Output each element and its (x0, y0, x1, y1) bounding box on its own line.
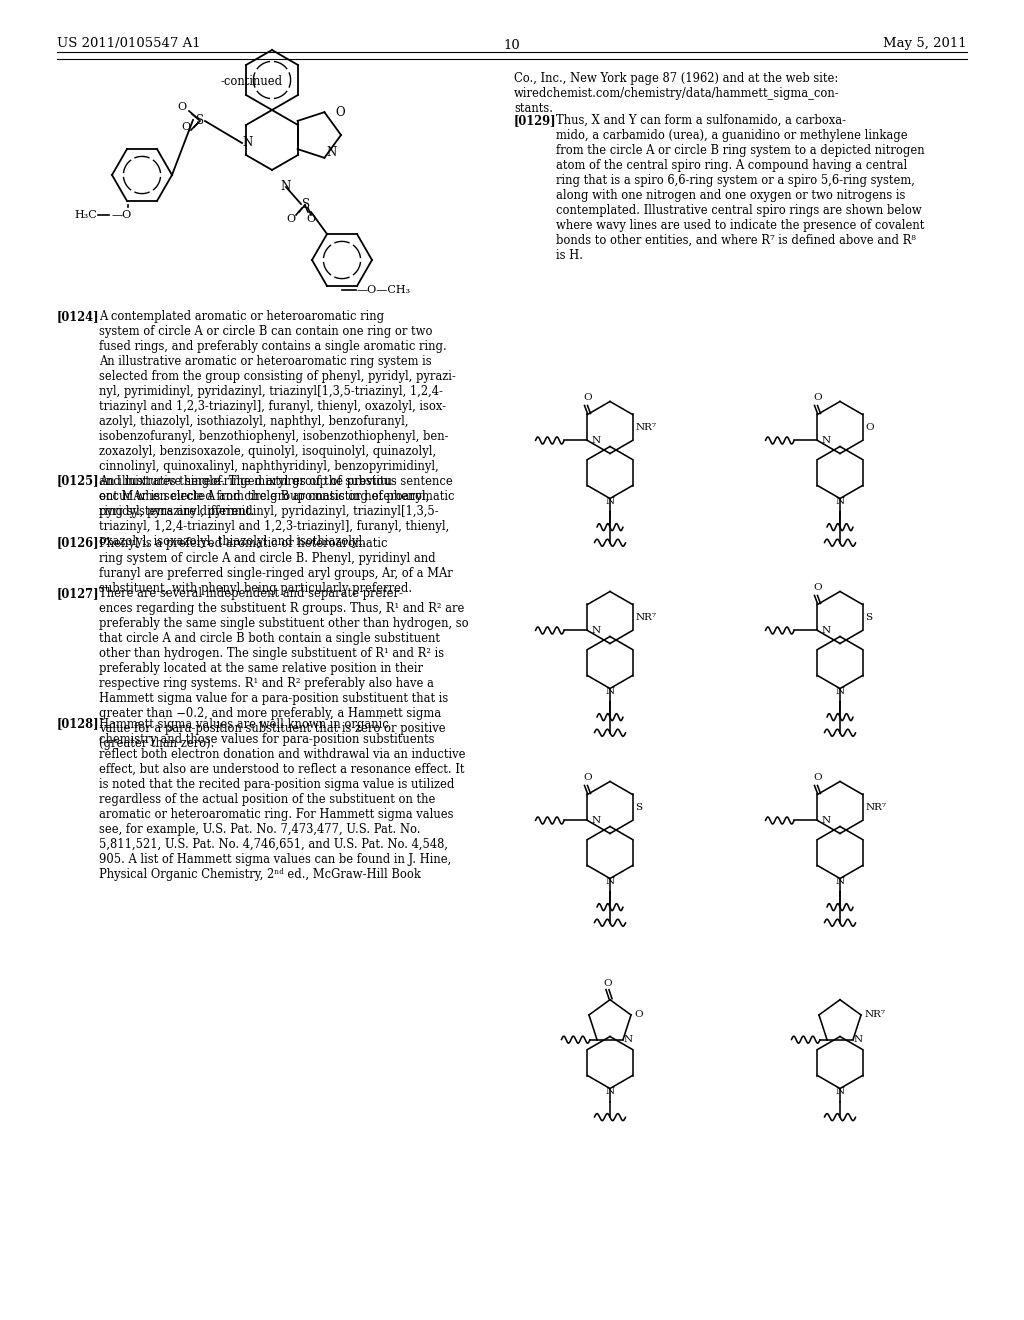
Text: [0128]: [0128] (57, 718, 99, 730)
Text: O: O (865, 422, 874, 432)
Text: N: N (605, 876, 614, 886)
Text: N: N (592, 626, 601, 635)
Text: O: O (634, 1011, 643, 1019)
Text: S: S (302, 198, 310, 210)
Text: NR⁷: NR⁷ (636, 422, 656, 432)
Text: N: N (821, 436, 830, 445)
Text: NR⁷: NR⁷ (865, 803, 887, 812)
Text: N: N (605, 1086, 614, 1096)
Text: H₃C: H₃C (74, 210, 96, 220)
Text: S: S (196, 114, 204, 127)
Text: 10: 10 (504, 40, 520, 51)
Text: N: N (605, 496, 614, 506)
Text: —O: —O (112, 210, 132, 220)
Text: A contemplated aromatic or heteroaromatic ring
system of circle A or circle B ca: A contemplated aromatic or heteroaromati… (99, 310, 456, 517)
Text: O: O (181, 121, 190, 132)
Text: Co., Inc., New York page 87 (1962) and at the web site:
wiredchemist.com/chemist: Co., Inc., New York page 87 (1962) and a… (514, 73, 840, 115)
Text: May 5, 2011: May 5, 2011 (884, 37, 967, 50)
Text: [0127]: [0127] (57, 587, 99, 601)
Text: NR⁷: NR⁷ (864, 1011, 885, 1019)
Text: O: O (177, 102, 186, 112)
Text: [0126]: [0126] (57, 537, 99, 549)
Text: O: O (335, 107, 345, 120)
Text: O: O (813, 774, 822, 783)
Text: N: N (624, 1035, 633, 1044)
Text: —O—CH₃: —O—CH₃ (357, 285, 411, 294)
Text: Phenyl is a preferred aromatic or heteroaromatic
ring system of circle A and cir: Phenyl is a preferred aromatic or hetero… (99, 537, 453, 594)
Text: N: N (836, 876, 845, 886)
Text: [0125]: [0125] (57, 475, 99, 487)
Text: N: N (821, 626, 830, 635)
Text: O: O (584, 393, 592, 403)
Text: N: N (243, 136, 253, 149)
Text: O: O (584, 774, 592, 783)
Text: N: N (327, 147, 337, 160)
Text: S: S (865, 612, 872, 622)
Text: O: O (287, 214, 296, 224)
Text: N: N (281, 181, 291, 194)
Text: N: N (592, 816, 601, 825)
Text: Hammett sigma values are well known in organic
chemistry and those values for pa: Hammett sigma values are well known in o… (99, 718, 466, 880)
Text: O: O (604, 978, 612, 987)
Text: N: N (854, 1035, 863, 1044)
Text: N: N (821, 816, 830, 825)
Text: N: N (836, 686, 845, 696)
Text: US 2011/0105547 A1: US 2011/0105547 A1 (57, 37, 201, 50)
Text: N: N (836, 1086, 845, 1096)
Text: N: N (836, 496, 845, 506)
Text: O: O (813, 583, 822, 593)
Text: N: N (592, 436, 601, 445)
Text: -continued: -continued (221, 75, 283, 88)
Text: S: S (636, 803, 643, 812)
Text: There are several independent and separate prefer-
ences regarding the substitue: There are several independent and separa… (99, 587, 469, 750)
Text: An illustrative single-ringed aryl group of substitu-
ent MAr is selected from t: An illustrative single-ringed aryl group… (99, 475, 450, 548)
Text: Thus, X and Y can form a sulfonamido, a carboxa-
mido, a carbamido (urea), a gua: Thus, X and Y can form a sulfonamido, a … (556, 114, 925, 261)
Text: O: O (306, 214, 315, 224)
Text: [0129]: [0129] (514, 114, 557, 127)
Text: O: O (813, 393, 822, 403)
Text: [0124]: [0124] (57, 310, 99, 323)
Text: N: N (605, 686, 614, 696)
Text: NR⁷: NR⁷ (636, 612, 656, 622)
